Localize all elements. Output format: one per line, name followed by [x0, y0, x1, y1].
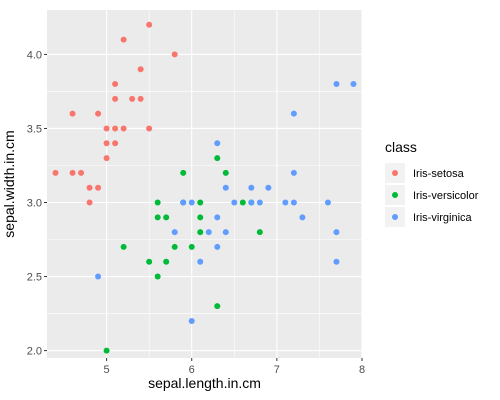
- data-point: [265, 184, 272, 191]
- data-point: [112, 95, 119, 102]
- legend-label: Iris-versicolor: [413, 190, 479, 202]
- data-point: [214, 140, 221, 147]
- data-point: [146, 21, 153, 28]
- data-point: [231, 199, 238, 206]
- data-point: [290, 199, 297, 206]
- data-point: [282, 199, 289, 206]
- data-point: [103, 140, 110, 147]
- data-point: [333, 258, 340, 265]
- data-point: [171, 243, 178, 250]
- legend-label: Iris-virginica: [413, 212, 473, 224]
- data-point: [290, 169, 297, 176]
- data-point: [112, 140, 119, 147]
- data-point: [180, 199, 187, 206]
- data-point: [333, 229, 340, 236]
- data-point: [222, 229, 229, 236]
- data-point: [146, 258, 153, 265]
- data-point: [112, 81, 119, 88]
- y-tick-label: 3.5: [27, 123, 42, 135]
- data-point: [239, 199, 246, 206]
- x-axis: 5 6 7 8: [104, 358, 365, 376]
- data-point: [188, 199, 195, 206]
- data-point: [171, 229, 178, 236]
- data-point: [78, 169, 85, 176]
- data-point: [146, 125, 153, 132]
- data-point: [180, 169, 187, 176]
- data-point: [299, 214, 306, 221]
- legend-key-dot: [392, 170, 398, 176]
- data-point: [222, 184, 229, 191]
- data-point: [95, 110, 102, 117]
- data-point: [120, 243, 127, 250]
- data-point: [205, 229, 212, 236]
- data-point: [197, 258, 204, 265]
- y-tick-label: 2.5: [27, 272, 42, 284]
- data-point: [112, 125, 119, 132]
- data-point: [103, 347, 110, 354]
- legend-label: Iris-setosa: [413, 168, 465, 180]
- data-point: [52, 169, 59, 176]
- y-tick-label: 2.0: [27, 346, 42, 358]
- data-point: [129, 95, 136, 102]
- data-point: [120, 36, 127, 43]
- data-point: [163, 214, 170, 221]
- legend-key-dot: [392, 192, 398, 198]
- x-tick-label: 8: [359, 364, 365, 376]
- data-point: [248, 199, 255, 206]
- y-tick-label: 4.0: [27, 49, 42, 61]
- data-point: [214, 155, 221, 162]
- minor-grid: [47, 10, 362, 358]
- data-point: [86, 184, 93, 191]
- data-point: [256, 199, 263, 206]
- data-point: [324, 199, 331, 206]
- data-point: [214, 243, 221, 250]
- data-point: [95, 184, 102, 191]
- data-point: [137, 66, 144, 73]
- data-point: [222, 169, 229, 176]
- legend: class Iris-setosa Iris-versicolor Iris-vir…: [385, 139, 479, 227]
- data-point: [163, 258, 170, 265]
- x-axis-title: sepal.length.in.cm: [148, 375, 261, 391]
- major-grid: [47, 10, 363, 358]
- data-point: [214, 303, 221, 310]
- data-point: [290, 110, 297, 117]
- data-point: [137, 95, 144, 102]
- data-point: [95, 273, 102, 280]
- data-point: [197, 214, 204, 221]
- legend-key-dot: [392, 214, 398, 220]
- data-point: [197, 199, 204, 206]
- data-point: [333, 81, 340, 88]
- y-axis: 2.0 2.5 3.0 3.5 4.0: [27, 49, 47, 358]
- data-point: [197, 229, 204, 236]
- legend-title: class: [385, 139, 417, 155]
- data-point: [154, 273, 161, 280]
- data-point: [188, 317, 195, 324]
- data-point: [350, 81, 357, 88]
- data-point: [188, 243, 195, 250]
- x-tick-label: 7: [274, 364, 280, 376]
- data-point: [248, 184, 255, 191]
- x-tick-label: 6: [189, 364, 195, 376]
- data-point: [103, 125, 110, 132]
- data-point: [103, 155, 110, 162]
- data-point: [154, 199, 161, 206]
- y-axis-title: sepal.width.in.cm: [1, 130, 17, 237]
- y-tick-label: 3.0: [27, 198, 42, 210]
- data-point: [256, 229, 263, 236]
- data-point: [214, 214, 221, 221]
- data-point: [171, 51, 178, 58]
- data-point: [69, 110, 76, 117]
- data-point: [86, 199, 93, 206]
- data-points: [52, 21, 357, 354]
- data-point: [69, 169, 76, 176]
- x-tick-label: 5: [104, 364, 110, 376]
- panel-background: [47, 10, 362, 358]
- data-point: [154, 214, 161, 221]
- data-point: [120, 125, 127, 132]
